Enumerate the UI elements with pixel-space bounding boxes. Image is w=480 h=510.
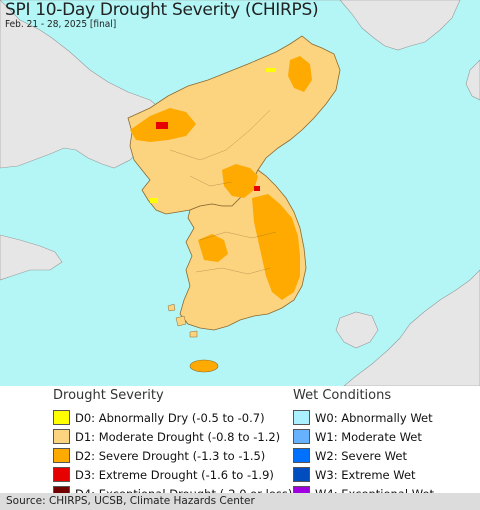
legend-label: D2: Severe Drought (-1.3 to -1.5) <box>75 448 266 463</box>
drought-legend-title: Drought Severity <box>53 388 164 403</box>
jeju-island <box>189 359 219 373</box>
legend-item-d1: D1: Moderate Drought (-0.8 to -1.2) <box>53 427 292 446</box>
legend-label: W2: Severe Wet <box>315 448 407 463</box>
d2-central <box>222 164 258 198</box>
d3-spot-northwest <box>156 122 168 129</box>
swatch-w3 <box>293 467 310 482</box>
japan <box>335 269 480 386</box>
legend-item-w3: W3: Extreme Wet <box>293 465 434 484</box>
d2-southwest <box>198 234 228 262</box>
legend-label: D0: Abnormally Dry (-0.5 to -0.7) <box>75 410 265 425</box>
legend-item-w0: W0: Abnormally Wet <box>293 408 434 427</box>
legend-label: W0: Abnormally Wet <box>315 410 433 425</box>
north-korea <box>127 35 341 215</box>
legend-label: W3: Extreme Wet <box>315 467 416 482</box>
legend-item-d3: D3: Extreme Drought (-1.6 to -1.9) <box>53 465 292 484</box>
swatch-d2 <box>53 448 70 463</box>
legend-item-d2: D2: Severe Drought (-1.3 to -1.5) <box>53 446 292 465</box>
drought-map <box>0 0 480 386</box>
hokkaido-fragment <box>465 59 480 101</box>
map-subtitle: Feb. 21 - 28, 2025 [final] <box>5 19 117 30</box>
southwest-islands <box>167 303 198 338</box>
swatch-d0 <box>53 410 70 425</box>
legend-label: D3: Extreme Drought (-1.6 to -1.9) <box>75 467 274 482</box>
legend-label: D1: Moderate Drought (-0.8 to -1.2) <box>75 429 281 444</box>
map-title: SPI 10-Day Drought Severity (CHIRPS) <box>5 0 319 20</box>
swatch-w0 <box>293 410 310 425</box>
wet-legend: Wet Conditions W0: Abnormally Wet W1: Mo… <box>293 388 434 501</box>
swatch-d3 <box>53 467 70 482</box>
swatch-w1 <box>293 429 310 444</box>
swatch-w2 <box>293 448 310 463</box>
swatch-d1 <box>53 429 70 444</box>
drought-legend: Drought Severity D0: Abnormally Dry (-0.… <box>53 388 292 501</box>
d0-spot-north <box>266 68 276 72</box>
legend-item-w1: W1: Moderate Wet <box>293 427 434 446</box>
wet-legend-title: Wet Conditions <box>293 388 392 403</box>
d2-east-south <box>252 194 300 300</box>
d3-spot-east <box>254 186 260 191</box>
d2-northeast <box>288 56 312 92</box>
source-footer: Source: CHIRPS, UCSB, Climate Hazards Ce… <box>0 493 480 510</box>
legend-item-d0: D0: Abnormally Dry (-0.5 to -0.7) <box>53 408 292 427</box>
shandong-peninsula <box>0 234 63 281</box>
legend-label: W1: Moderate Wet <box>315 429 422 444</box>
d0-spot-west <box>150 198 158 203</box>
legend-item-w2: W2: Severe Wet <box>293 446 434 465</box>
province-borders <box>169 109 277 275</box>
